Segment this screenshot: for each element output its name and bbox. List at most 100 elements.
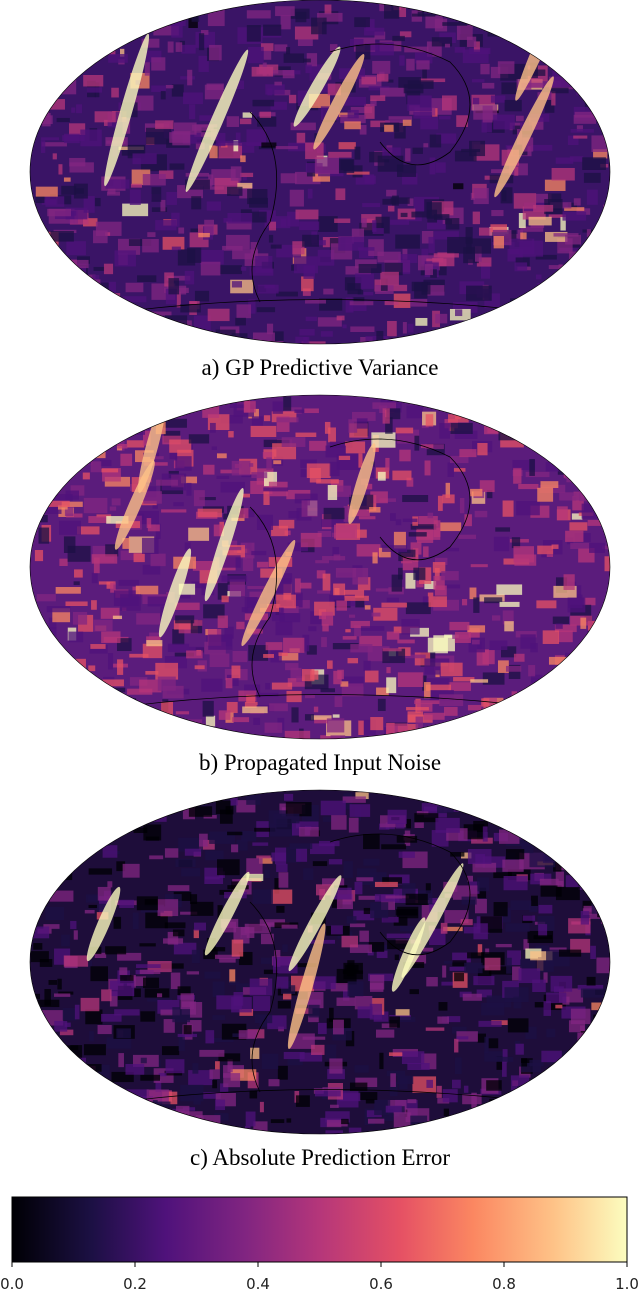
map-texture [35,196,45,204]
map-texture [414,822,424,828]
map-texture [440,522,462,532]
map-texture [448,414,469,423]
map-texture [344,441,366,454]
map-texture [363,858,380,866]
map-texture [472,1125,493,1134]
map-texture [43,403,49,418]
map-texture [514,166,519,176]
map-texture [278,653,299,661]
map-texture [126,440,145,448]
map-texture [191,196,202,210]
map-texture [573,114,597,124]
map-texture [228,431,234,438]
map-texture [287,1058,303,1066]
map-texture [55,63,70,68]
map-texture [354,881,363,895]
map-texture [93,619,113,632]
map-texture [278,652,288,656]
map-texture [85,803,106,810]
map-texture [286,1118,292,1123]
map-texture [158,170,174,179]
map-texture [96,1114,110,1127]
map-texture [317,590,331,594]
map-texture [67,705,92,713]
map-texture [194,290,210,302]
map-texture [352,567,369,585]
map [30,395,610,739]
map-texture [149,855,164,860]
map-texture [162,236,185,250]
map-texture [74,1004,80,1020]
map-texture [480,322,486,338]
map-texture [56,802,67,815]
map-texture [435,817,460,833]
map-texture [265,84,285,95]
map-texture [34,711,40,718]
map-texture [390,1073,396,1087]
map-texture [477,944,483,956]
map-texture [82,472,90,480]
map-texture [99,459,112,467]
map-texture [368,942,385,952]
map-texture [172,403,182,417]
map-texture [543,1077,563,1082]
map-texture [274,81,282,86]
map-texture [361,76,377,85]
map-texture [567,7,574,18]
map-texture [453,468,466,472]
map-texture [69,210,77,216]
map-texture [42,421,64,425]
map-texture [218,546,242,551]
map-texture [462,993,482,1001]
map-texture [252,99,275,107]
map-texture [94,1100,102,1113]
map-texture [31,314,39,324]
map-texture [223,1073,241,1088]
map-texture [68,259,89,269]
map-texture [307,992,324,1009]
map-texture [439,694,464,707]
map-texture [579,696,590,708]
map-texture [490,1123,498,1130]
map-texture [398,5,407,18]
map-texture [167,41,174,53]
map-texture [231,665,241,679]
map-texture [522,137,534,152]
map-texture [144,462,168,466]
map-texture [168,16,175,23]
map-texture [485,1105,511,1122]
map-texture [68,27,84,32]
map-texture [64,798,85,807]
map-texture [540,302,550,320]
map-texture [305,64,312,74]
map-texture [544,179,566,191]
map-texture [91,813,113,817]
map-texture [537,545,554,555]
map-texture [89,279,101,293]
map-texture [187,1020,202,1032]
map-texture [603,833,610,840]
map-texture [588,326,610,339]
map-texture [83,497,108,514]
map-texture [90,337,116,344]
map-texture [402,495,429,503]
map-texture [583,905,598,912]
map-texture [284,730,311,739]
map-texture [578,1038,587,1053]
map-texture [77,320,94,333]
map-texture [155,662,179,680]
map-texture [548,1105,573,1121]
map-texture [346,916,357,924]
map-texture [327,484,338,501]
map-texture [229,400,245,408]
map-texture [119,899,135,908]
map-texture [330,735,346,739]
map-texture [334,696,343,708]
map-texture [386,933,411,939]
map-texture [338,159,355,174]
map-texture [489,640,508,651]
map-texture [583,694,600,705]
map-texture [66,513,83,518]
map-texture [311,17,327,35]
map-texture [164,403,181,414]
